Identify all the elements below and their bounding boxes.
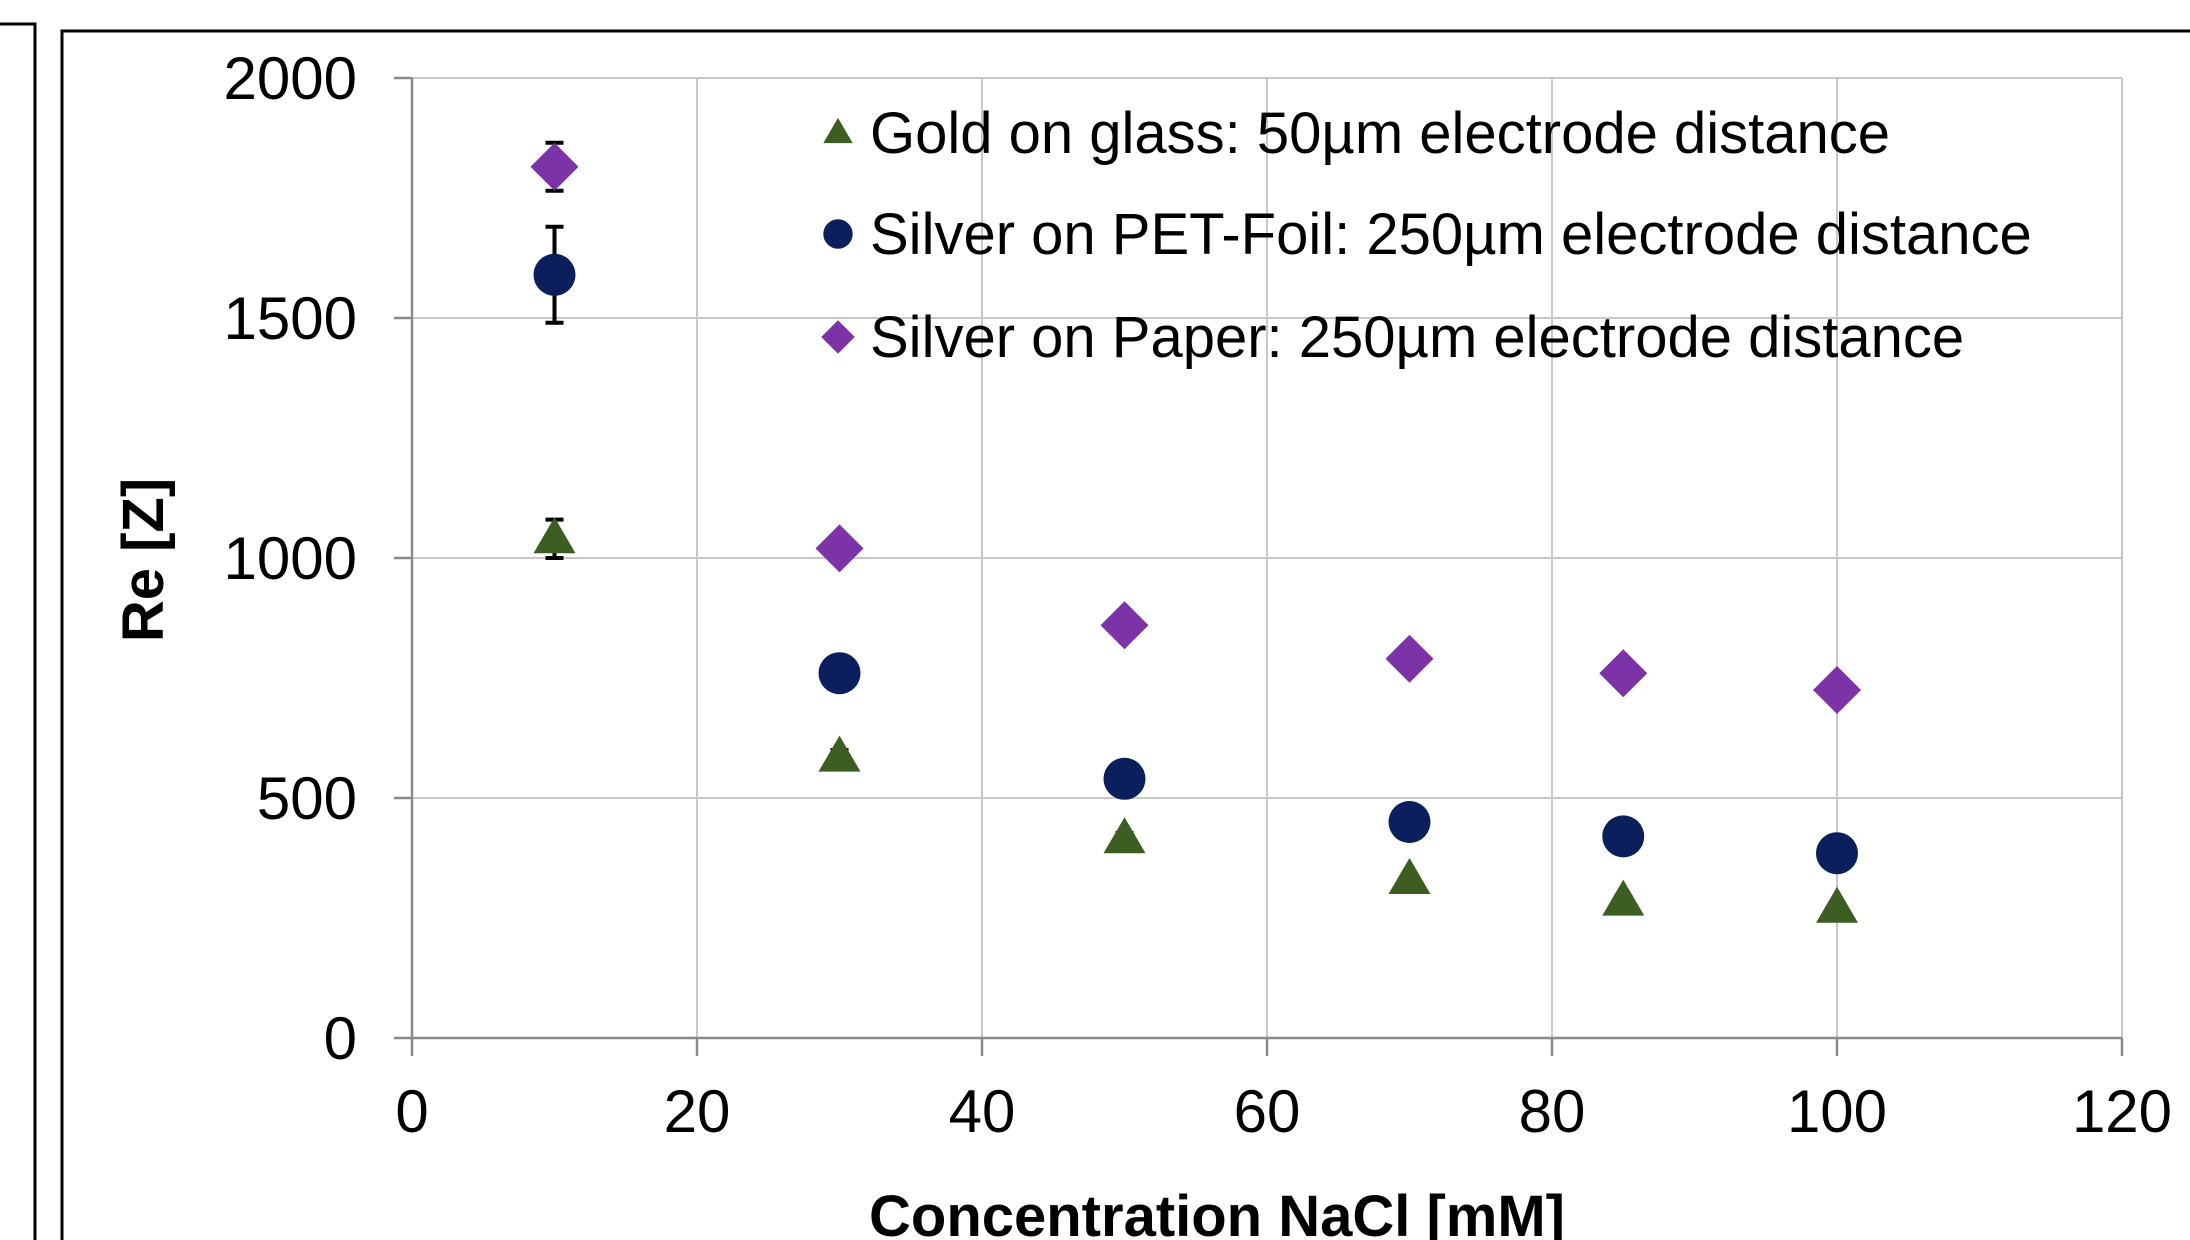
data-point-circle [1388,801,1431,843]
data-point-triangle [1602,879,1645,916]
x-tick-label: 0 [395,1078,428,1145]
x-tick-label: 100 [1787,1078,1887,1145]
data-point-triangle [1388,858,1431,894]
y-tick-label: 1500 [224,285,357,352]
data-point-triangle [1103,817,1146,854]
data-points [530,142,1861,923]
x-tick-label: 80 [1519,1078,1586,1145]
data-point-circle [533,253,576,296]
x-tick-label: 60 [1234,1078,1301,1145]
y-axis-title: Re [Z] [111,478,176,642]
legend-marker-circle [823,219,853,249]
data-point-circle [1602,815,1645,858]
legend-marker-triangle [823,117,853,144]
data-point-diamond [530,142,579,191]
grid [412,77,2123,1038]
left-panel-border [0,22,37,1240]
x-axis-title: Concentration NaCl [mM] [869,1184,1565,1240]
y-tick-label: 2000 [224,45,357,112]
data-point-diamond [1813,666,1861,714]
y-tick-label: 1000 [224,525,357,592]
data-point-circle [1103,757,1146,800]
axes: 0 500 1000 1500 2000 0 20 40 60 80 100 120 [224,45,2173,1145]
x-tick-label: 20 [664,1078,731,1145]
data-point-circle [818,652,861,695]
x-tick-label: 40 [949,1078,1016,1145]
y-tick-label: 0 [324,1005,357,1072]
data-point-triangle [1816,886,1858,923]
data-point-diamond [1599,649,1648,698]
legend-label: Silver on PET-Foil: 250µm electrode dist… [870,202,2032,267]
data-point-diamond [815,524,864,573]
legend-marker-diamond [821,320,855,354]
legend: Gold on glass: 50µm electrode distance Si… [821,101,2032,370]
data-point-circle [1816,832,1858,875]
data-point-triangle [818,735,861,772]
y-tick-label: 500 [257,765,357,832]
x-tick-label: 120 [2072,1078,2172,1145]
data-point-triangle [533,517,576,554]
legend-label: Silver on Paper: 250µm electrode distanc… [870,305,1964,370]
data-point-diamond [1100,601,1149,650]
legend-label: Gold on glass: 50µm electrode distance [870,101,1890,166]
data-point-diamond [1385,634,1434,683]
